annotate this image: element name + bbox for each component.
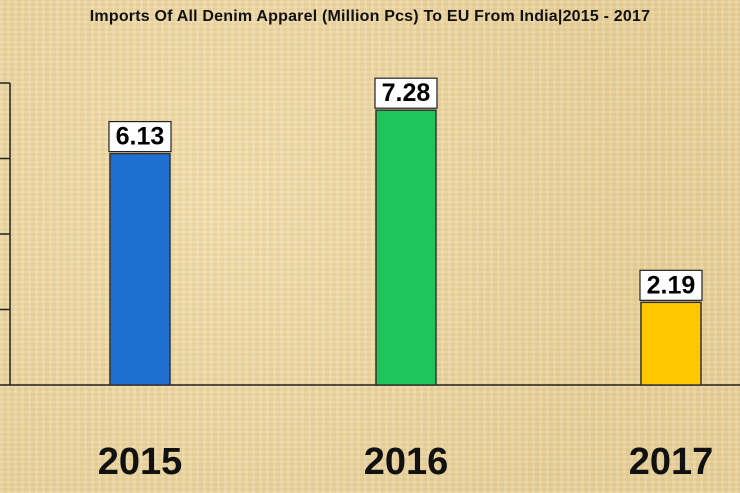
data-label: 2.19 [647,271,696,299]
bar-2017 [640,301,702,386]
data-label-box [374,77,438,109]
data-label-box [108,120,172,153]
bar-2016 [375,109,437,386]
data-label-box [639,269,703,301]
x-tick-label: 2017 [629,441,714,483]
bar-2015 [109,152,171,386]
chart-title: Imports Of All Denim Apparel (Million Pc… [89,8,651,25]
data-label: 7.28 [382,79,431,107]
data-label: 6.13 [116,123,165,151]
x-tick-label: 2015 [98,441,183,483]
x-tick-label: 2016 [364,441,449,483]
